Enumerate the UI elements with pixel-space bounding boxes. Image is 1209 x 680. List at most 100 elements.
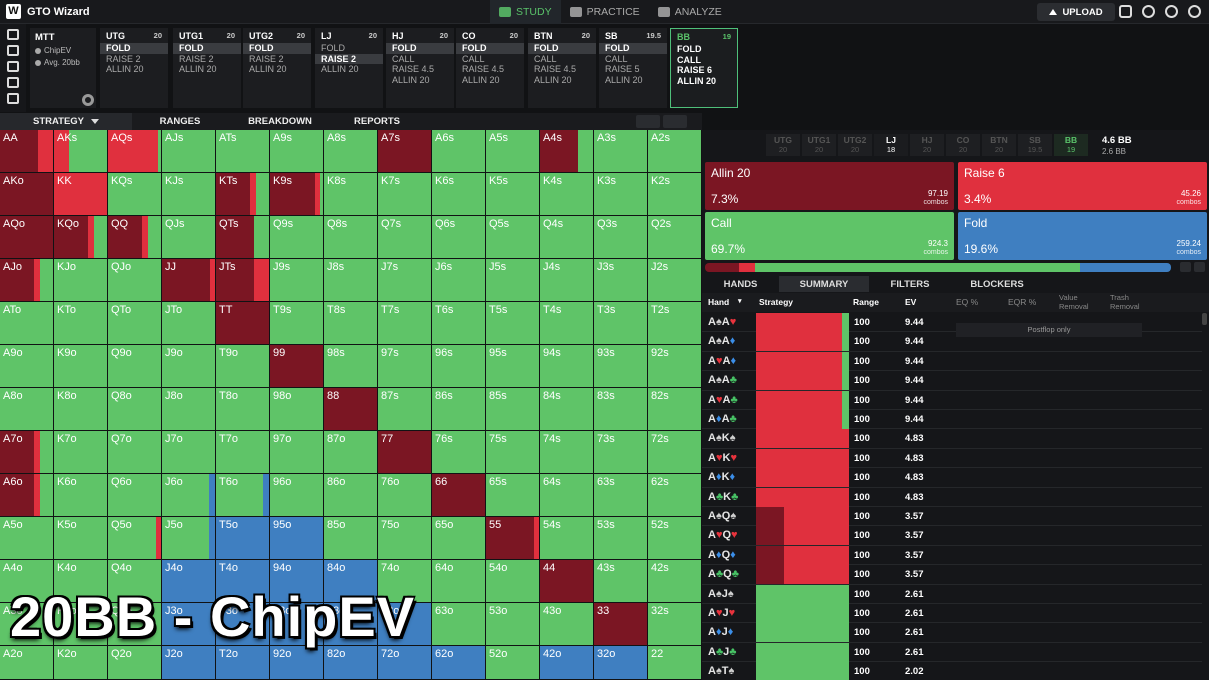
chip-bb[interactable]: BB 19 [1054,134,1088,156]
table-row[interactable]: A♥Q♥ 100 3.57 [702,526,1202,546]
matrix-cell-Q6o[interactable]: Q6o [108,474,162,517]
matrix-cell-Q5s[interactable]: Q5s [486,216,540,259]
table-row[interactable]: A♠J♠ 100 2.61 [702,584,1202,604]
matrix-cell-A8s[interactable]: A8s [324,130,378,173]
matrix-cell-KQo[interactable]: KQo [54,216,108,259]
chip-lj[interactable]: LJ 18 [874,134,908,156]
table-row[interactable]: A♠A♥ 100 9.44 [702,313,1202,333]
matrix-cell-J5s[interactable]: J5s [486,259,540,302]
position-action[interactable]: FOLD [243,43,311,54]
gear-icon[interactable] [1165,5,1178,18]
table-row[interactable]: A♦Q♦ 100 3.57 [702,545,1202,566]
matrix-cell-98s[interactable]: 98s [324,345,378,388]
user-icon[interactable] [1188,5,1201,18]
position-hj[interactable]: HJ 20 FOLD CALL RAISE 4.5 ALLIN 20 [386,28,454,108]
matrix-cell-A2o[interactable]: A2o [0,646,54,680]
matrix-cell-K2o[interactable]: K2o [54,646,108,680]
matrix-cell-52o[interactable]: 52o [486,646,540,680]
matrix-cell-94s[interactable]: 94s [540,345,594,388]
position-action[interactable]: RAISE 2 [179,53,214,64]
matrix-cell-93s[interactable]: 93s [594,345,648,388]
matrix-cell-65s[interactable]: 65s [486,474,540,517]
position-bb[interactable]: BB 19 FOLD CALL RAISE 6 ALLIN 20 [670,28,738,108]
matrix-cell-T2o[interactable]: T2o [216,646,270,680]
position-action[interactable]: CALL [534,53,557,64]
chip-co[interactable]: CO 20 [946,134,980,156]
matrix-cell-K3s[interactable]: K3s [594,173,648,216]
matrix-cell-85o[interactable]: 85o [324,517,378,560]
matrix-cell-T4o[interactable]: T4o [216,560,270,603]
table-row[interactable]: A♣J♣ 100 2.61 [702,642,1202,663]
action-box-raise[interactable]: Raise 6 3.4% 45.26 combos [958,162,1207,210]
position-action[interactable]: RAISE 4.5 [534,64,577,74]
matrix-cell-J4o[interactable]: J4o [162,560,216,603]
heart-icon[interactable] [636,115,660,128]
chevron-down-icon[interactable] [1194,262,1205,272]
position-utg1[interactable]: UTG1 20 FOLD RAISE 2 ALLIN 20 [173,28,241,108]
matrix-cell-96s[interactable]: 96s [432,345,486,388]
tab-strategy[interactable]: STRATEGY [0,113,132,130]
position-action[interactable]: RAISE 2 [249,53,284,64]
position-action[interactable]: ALLIN 20 [249,64,287,74]
matrix-cell-J9o[interactable]: J9o [162,345,216,388]
matrix-cell-98o[interactable]: 98o [270,388,324,431]
position-lj[interactable]: LJ 20 FOLD RAISE 2 ALLIN 20 [315,28,383,108]
matrix-cell-T7o[interactable]: T7o [216,431,270,474]
fullscreen-icon[interactable] [1119,5,1132,18]
nav-tab-0[interactable]: STUDY [490,0,561,24]
matrix-cell-82s[interactable]: 82s [648,388,702,431]
matrix-cell-QTo[interactable]: QTo [108,302,162,345]
matrix-cell-T4s[interactable]: T4s [540,302,594,345]
matrix-cell-87o[interactable]: 87o [324,431,378,474]
settings-gear-icon[interactable] [82,94,94,106]
nav-tab-2[interactable]: ANALYZE [649,0,731,24]
matrix-cell-32s[interactable]: 32s [648,603,702,646]
matrix-cell-42s[interactable]: 42s [648,560,702,603]
matrix-cell-Q3s[interactable]: Q3s [594,216,648,259]
position-action[interactable]: RAISE 4.5 [392,64,435,74]
action-box-fold[interactable]: Fold 19.6% 259.24 combos [958,212,1207,260]
matrix-cell-K7s[interactable]: K7s [378,173,432,216]
col-trash-removal[interactable]: Trash Removal [1110,293,1140,311]
matrix-cell-J6s[interactable]: J6s [432,259,486,302]
col-hand[interactable]: Hand [708,297,730,307]
matrix-cell-K4o[interactable]: K4o [54,560,108,603]
matrix-cell-55[interactable]: 55 [486,517,540,560]
matrix-cell-K6o[interactable]: K6o [54,474,108,517]
tab-reports[interactable]: REPORTS [332,113,422,130]
chip-utg1[interactable]: UTG1 20 [802,134,836,156]
position-utg[interactable]: UTG 20 FOLD RAISE 2 ALLIN 20 [100,28,168,108]
matrix-cell-64o[interactable]: 64o [432,560,486,603]
chip-sb[interactable]: SB 19.5 [1018,134,1052,156]
position-action[interactable]: CALL [677,54,701,65]
matrix-cell-43s[interactable]: 43s [594,560,648,603]
matrix-cell-ATs[interactable]: ATs [216,130,270,173]
matrix-cell-33[interactable]: 33 [594,603,648,646]
position-action[interactable]: FOLD [677,44,702,54]
position-btn[interactable]: BTN 20 FOLD CALL RAISE 4.5 ALLIN 20 [528,28,596,108]
matrix-cell-K3o[interactable]: K3o [54,603,108,646]
matrix-cell-AKo[interactable]: AKo [0,173,54,216]
position-action[interactable]: FOLD [456,43,524,54]
chip-btn[interactable]: BTN 20 [982,134,1016,156]
matrix-cell-K2s[interactable]: K2s [648,173,702,216]
detail-tab-hands[interactable]: HANDS [723,278,758,290]
matrix-cell-97s[interactable]: 97s [378,345,432,388]
matrix-cell-87s[interactable]: 87s [378,388,432,431]
matrix-cell-72s[interactable]: 72s [648,431,702,474]
matrix-cell-JJ[interactable]: JJ [162,259,216,302]
matrix-cell-43o[interactable]: 43o [540,603,594,646]
matrix-cell-63s[interactable]: 63s [594,474,648,517]
matrix-cell-A4o[interactable]: A4o [0,560,54,603]
matrix-cell-A6s[interactable]: A6s [432,130,486,173]
col-eq[interactable]: EQ % [956,297,979,307]
table-row[interactable]: A♥K♥ 100 4.83 [702,448,1202,469]
matrix-cell-KQs[interactable]: KQs [108,173,162,216]
table-row[interactable]: A♠K♠ 100 4.83 [702,429,1202,449]
matrix-cell-52s[interactable]: 52s [648,517,702,560]
matrix-cell-85s[interactable]: 85s [486,388,540,431]
matrix-cell-KJs[interactable]: KJs [162,173,216,216]
matrix-cell-53o[interactable]: 53o [486,603,540,646]
table-scrollbar[interactable] [1202,313,1207,325]
matrix-cell-Q8s[interactable]: Q8s [324,216,378,259]
